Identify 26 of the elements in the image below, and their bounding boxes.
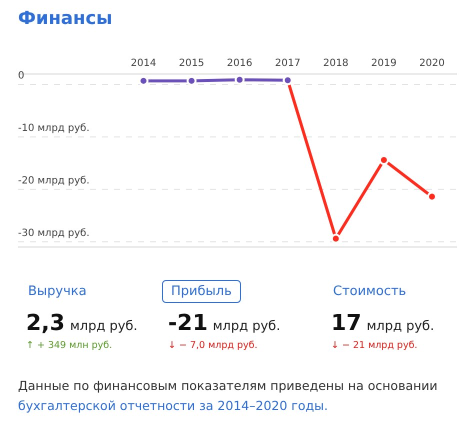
text: Прибыль (162, 280, 241, 303)
text: ↓ − 21 млрд руб. (330, 340, 418, 351)
x-tick-label: 2020 (419, 58, 445, 69)
text: млрд руб. (366, 319, 434, 334)
text: 17 (331, 311, 362, 336)
y-tick-label: -20 млрд руб. (18, 175, 90, 186)
text: Выручка (27, 283, 88, 301)
text: Данные по финансовым показателям приведены на основании (18, 378, 438, 393)
chart-title: Финансы (18, 8, 112, 29)
text: -21 (168, 311, 208, 336)
text: бухгалтерской отчетности за 2014–2020 годы. (18, 398, 328, 413)
x-tick-label: 2016 (226, 58, 252, 69)
x-tick-label: 2019 (371, 58, 397, 69)
y-tick-label: -30 млрд руб. (18, 228, 90, 239)
text: млрд руб. (70, 319, 138, 334)
x-tick-label: 2018 (323, 58, 349, 69)
text: Стоимость (332, 283, 408, 301)
x-tick-label: 2017 (275, 58, 300, 69)
y-tick-label: -10 млрд руб. (18, 122, 90, 134)
text: ↑ + 349 млн руб. (25, 340, 114, 351)
text: млрд руб. (212, 319, 280, 334)
y-tick-label: 0 (18, 70, 24, 82)
x-tick-label: 2015 (178, 58, 204, 69)
text: ↓ − 7,0 млрд руб. (167, 340, 258, 351)
text: 2,3 (26, 311, 65, 336)
x-tick-label: 2014 (130, 58, 156, 69)
